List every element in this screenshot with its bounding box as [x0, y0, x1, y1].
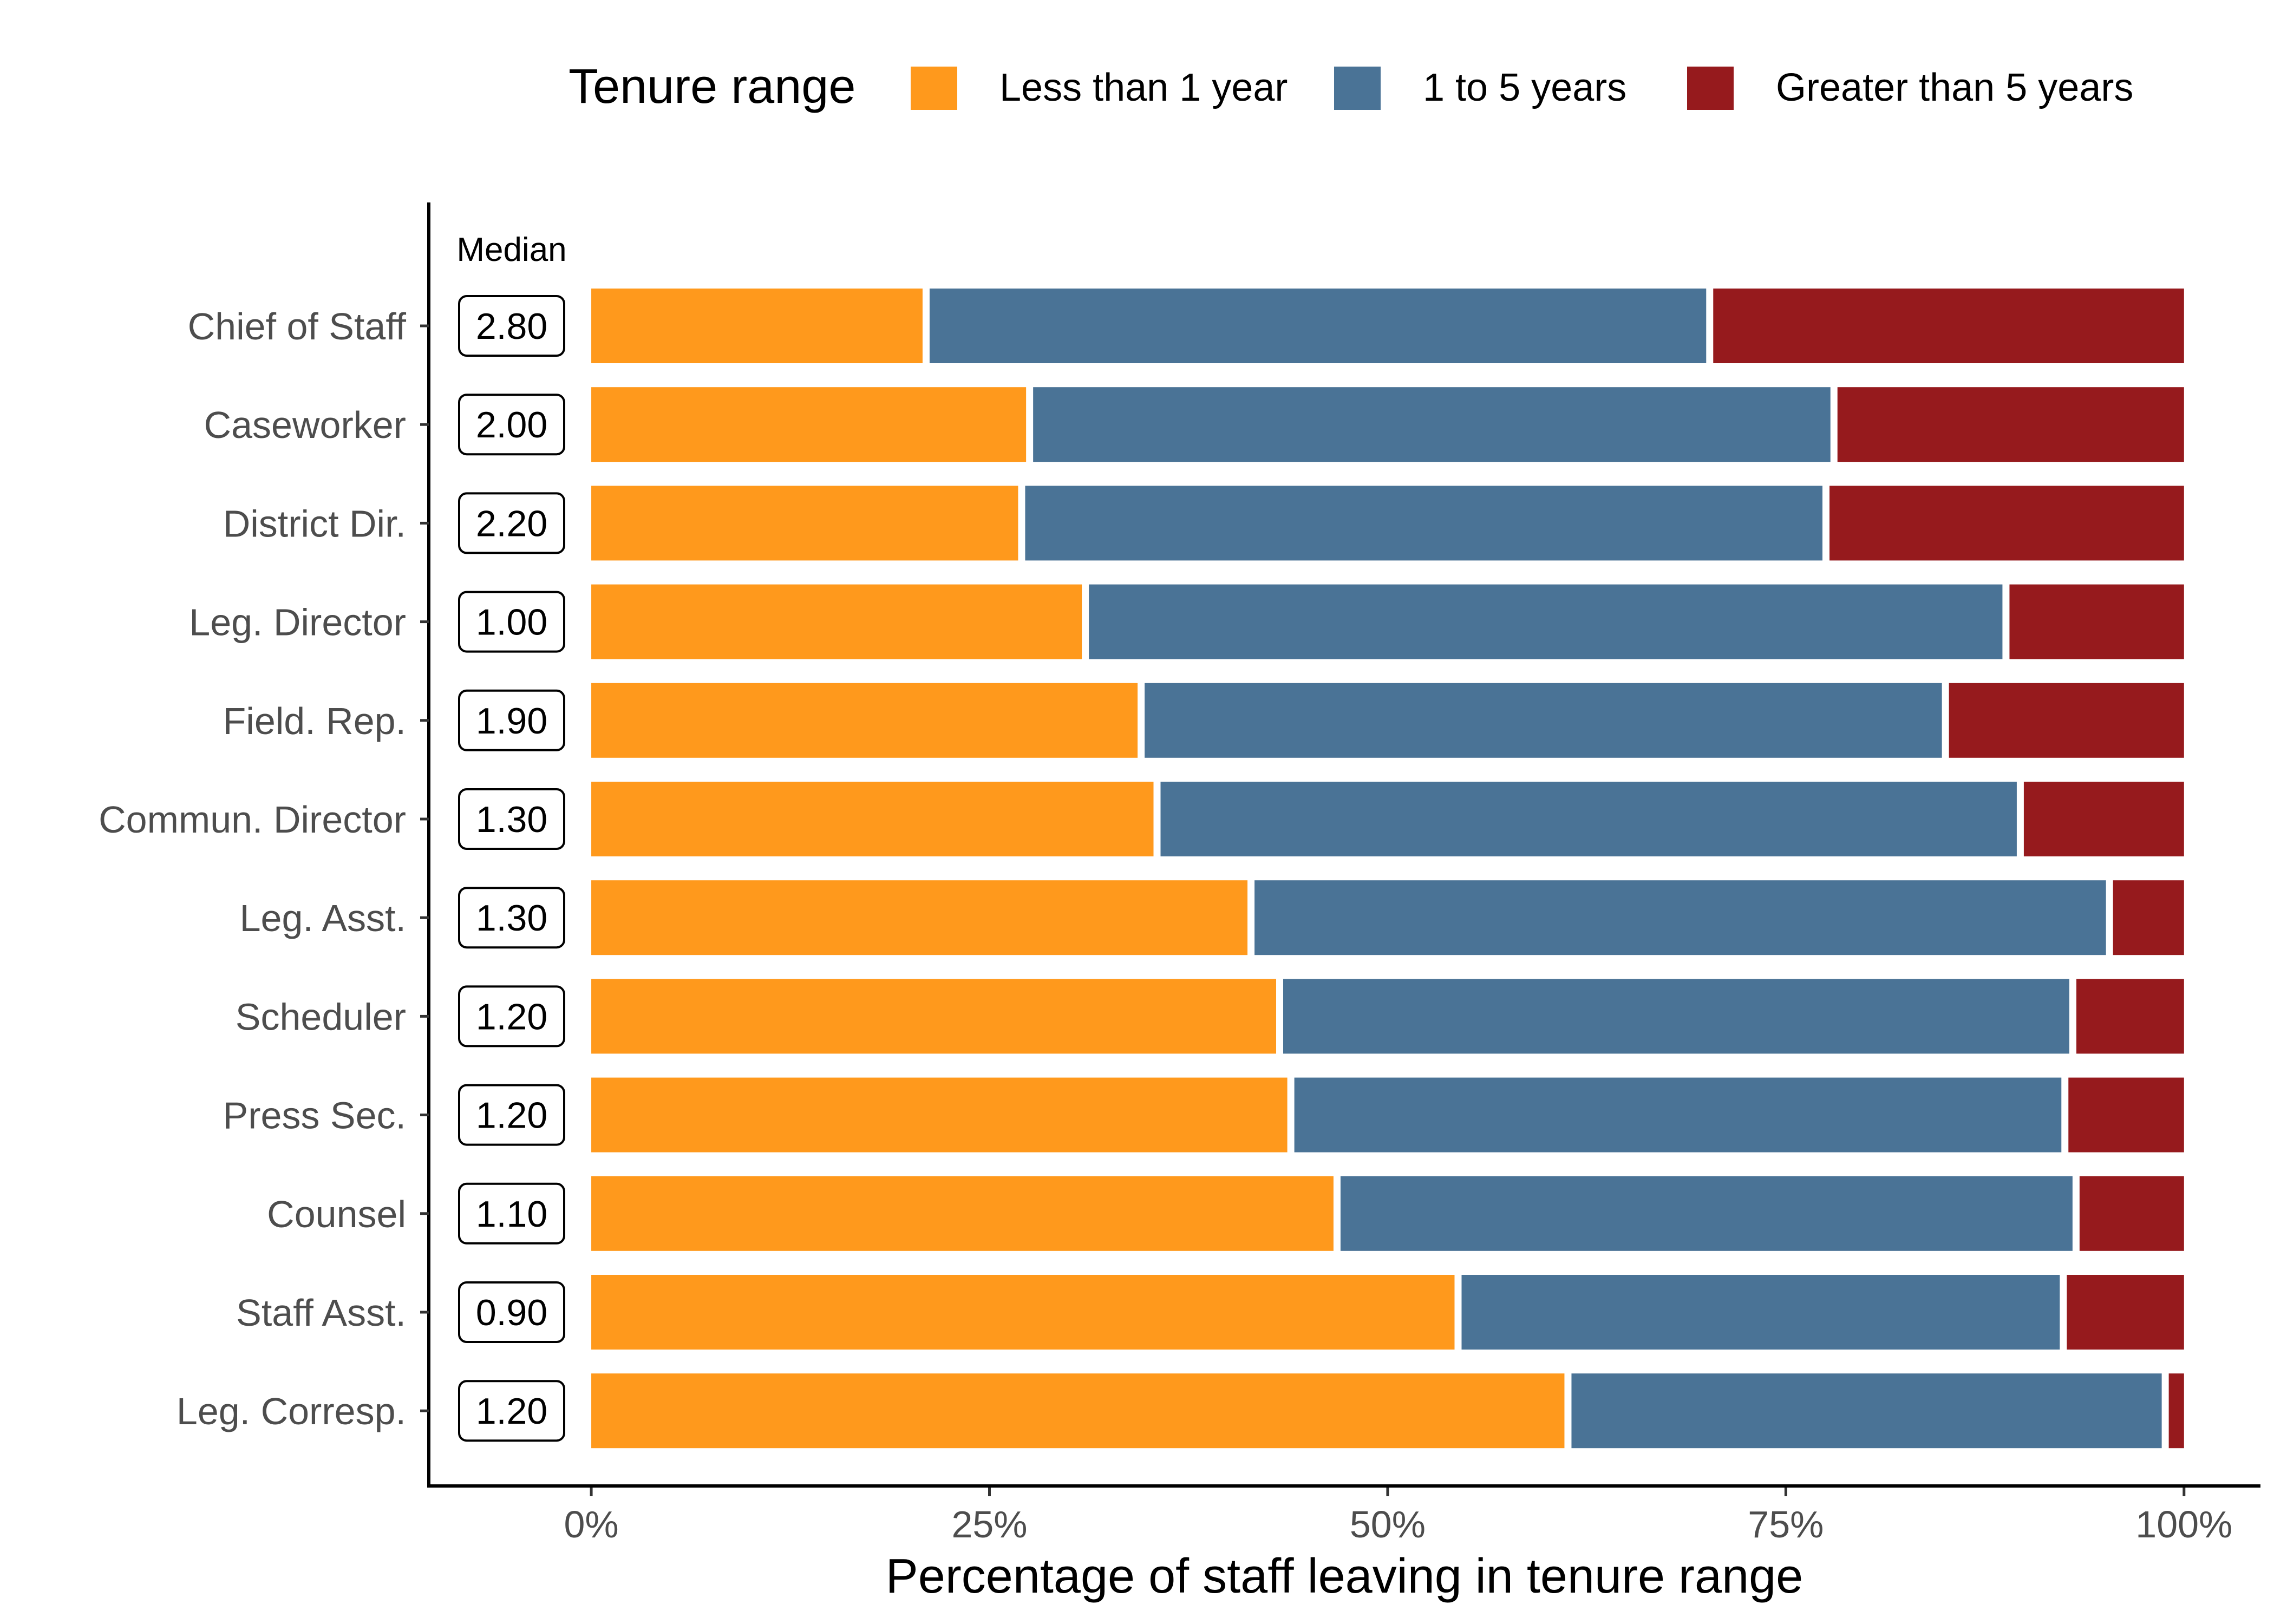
y-tick-label-district-dir: District Dir. [223, 502, 406, 545]
bar-leg-corresp-1-to-5-years [1571, 1373, 2162, 1449]
x-tick-label-75: 75% [1748, 1503, 1824, 1546]
median-box [458, 1084, 565, 1146]
bar-leg-asst-greater-than-5-years [2113, 880, 2184, 955]
median-value-chief-of-staff: 2.80 [476, 306, 547, 347]
bar-leg-director-less-than-1-year [591, 584, 1082, 659]
median-labels: 2.80 2.00 2.20 1.00 1.90 1.30 1.30 1.20 1.20 1.10… [458, 295, 565, 1442]
median-box [458, 887, 565, 949]
bar-staff-asst-1-to-5-years [1461, 1275, 2060, 1350]
median-value-scheduler: 1.20 [476, 996, 547, 1037]
median-box [458, 788, 565, 850]
y-tick-label-field-rep: Field. Rep. [223, 700, 406, 742]
median-box [458, 492, 565, 554]
y-tick-label-chief-of-staff: Chief of Staff [188, 305, 407, 348]
bar-chief-of-staff-less-than-1-year [591, 289, 923, 363]
bar-leg-asst-1-to-5-years [1254, 880, 2106, 955]
bar-scheduler-less-than-1-year [591, 979, 1277, 1054]
x-axis-title: Percentage of staff leaving in tenure ra… [886, 1549, 1803, 1603]
median-header: Median [456, 231, 566, 269]
legend-label-less-than-1-year: Less than 1 year [999, 66, 1288, 109]
median-box [458, 985, 565, 1047]
median-box [458, 394, 565, 456]
bar-commun-director-less-than-1-year [591, 782, 1154, 856]
y-tick-label-staff-asst: Staff Asst. [236, 1292, 406, 1334]
median-value-staff-asst: 0.90 [476, 1292, 547, 1333]
bar-commun-director-1-to-5-years [1160, 782, 2017, 856]
bar-chief-of-staff-greater-than-5-years [1713, 289, 2184, 363]
bar-leg-corresp-greater-than-5-years [2168, 1373, 2184, 1449]
y-axis: Chief of Staff Caseworker District Dir. Leg… [99, 202, 430, 1488]
bar-leg-director-1-to-5-years [1089, 584, 2003, 659]
bar-leg-corresp-less-than-1-year [591, 1373, 1565, 1449]
bar-scheduler-greater-than-5-years [2076, 979, 2184, 1054]
x-tick-label-25: 25% [951, 1503, 1027, 1546]
median-value-district-dir: 2.20 [476, 503, 547, 544]
median-value-field-rep: 1.90 [476, 700, 547, 742]
bar-press-sec-less-than-1-year [591, 1077, 1288, 1152]
median-value-commun-director: 1.30 [476, 799, 547, 840]
legend-swatch-greater-than-5-years [1687, 67, 1734, 110]
legend-title: Tenure range [568, 60, 855, 114]
bar-press-sec-greater-than-5-years [2068, 1077, 2184, 1152]
median-value-leg-asst: 1.30 [476, 898, 547, 939]
bar-caseworker-greater-than-5-years [1837, 387, 2184, 462]
bar-commun-director-greater-than-5-years [2023, 782, 2184, 856]
median-box [458, 591, 565, 653]
x-tick-label-100: 100% [2135, 1503, 2232, 1546]
y-tick-label-leg-corresp: Leg. Corresp. [177, 1390, 406, 1432]
y-tick-label-counsel: Counsel [267, 1193, 406, 1235]
bar-press-sec-1-to-5-years [1294, 1077, 2062, 1152]
median-box [458, 1380, 565, 1442]
bar-counsel-less-than-1-year [591, 1176, 1334, 1251]
legend: Tenure range Less than 1 year 1 to 5 year… [568, 60, 2133, 114]
y-tick-label-leg-director: Leg. Director [189, 601, 406, 644]
median-box [458, 689, 565, 751]
bar-caseworker-less-than-1-year [591, 387, 1027, 462]
median-value-leg-director: 1.00 [476, 602, 547, 643]
bar-counsel-1-to-5-years [1340, 1176, 2073, 1251]
median-box [458, 295, 565, 357]
bars [591, 289, 2184, 1449]
bar-caseworker-1-to-5-years [1033, 387, 1831, 462]
y-tick-label-commun-director: Commun. Director [99, 798, 406, 841]
bar-scheduler-1-to-5-years [1283, 979, 2069, 1054]
y-tick-label-caseworker: Caseworker [204, 404, 406, 446]
x-axis: 0% 25% 50% 75% 100% [427, 1484, 2260, 1546]
x-tick-label-0: 0% [564, 1503, 618, 1546]
median-value-press-sec: 1.20 [476, 1095, 547, 1136]
median-value-caseworker: 2.00 [476, 404, 547, 446]
bar-leg-director-greater-than-5-years [2009, 584, 2184, 659]
y-tick-label-press-sec: Press Sec. [223, 1095, 406, 1137]
median-box [458, 1281, 565, 1343]
legend-label-1-to-5-years: 1 to 5 years [1423, 66, 1626, 109]
bar-field-rep-less-than-1-year [591, 683, 1138, 758]
bar-counsel-greater-than-5-years [2079, 1176, 2184, 1251]
legend-label-greater-than-5-years: Greater than 5 years [1776, 66, 2133, 109]
bar-district-dir-1-to-5-years [1025, 486, 1823, 561]
y-tick-label-leg-asst: Leg. Asst. [240, 897, 406, 939]
legend-swatch-1-to-5-years [1334, 67, 1381, 110]
median-value-leg-corresp: 1.20 [476, 1391, 547, 1432]
bar-staff-asst-greater-than-5-years [2067, 1275, 2184, 1350]
bar-staff-asst-less-than-1-year [591, 1275, 1455, 1350]
bar-leg-asst-less-than-1-year [591, 880, 1248, 955]
median-box [458, 1182, 565, 1245]
median-value-counsel: 1.10 [476, 1194, 547, 1235]
bar-chief-of-staff-1-to-5-years [929, 289, 1707, 363]
bar-district-dir-greater-than-5-years [1829, 486, 2184, 561]
bar-field-rep-1-to-5-years [1145, 683, 1942, 758]
y-tick-label-scheduler: Scheduler [236, 996, 406, 1038]
bar-district-dir-less-than-1-year [591, 486, 1018, 561]
legend-swatch-less-than-1-year [911, 67, 957, 110]
x-tick-label-50: 50% [1350, 1503, 1426, 1546]
bar-field-rep-greater-than-5-years [1949, 683, 2184, 758]
